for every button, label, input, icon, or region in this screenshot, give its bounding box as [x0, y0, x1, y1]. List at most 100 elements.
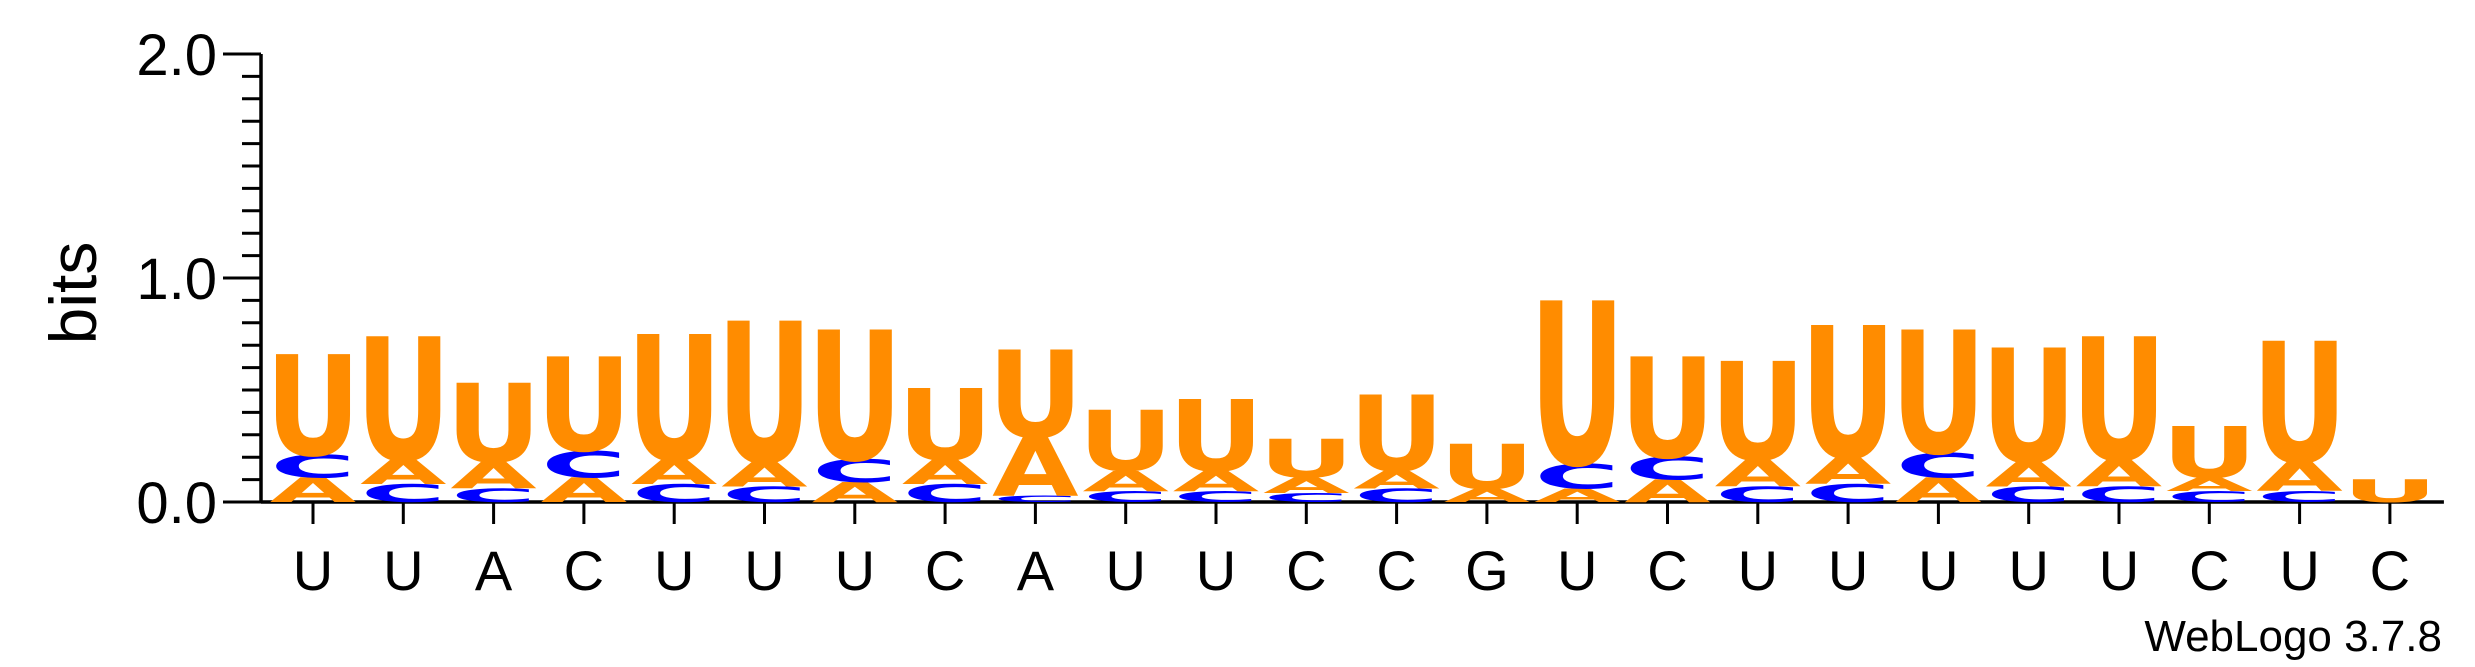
- logo-letter-c: C: [1173, 488, 1258, 506]
- logo-letter-a: A: [721, 455, 808, 494]
- logo-letter-c: C: [1896, 447, 1981, 486]
- logo-letter-u: U: [717, 282, 813, 508]
- logo-letter-c: C: [2076, 482, 2161, 507]
- logo-letter-a: A: [1173, 465, 1259, 497]
- logo-letter-a: A: [1805, 450, 1891, 493]
- logo-letter-a: A: [1624, 474, 1710, 510]
- x-tick-label: U: [1828, 539, 1868, 602]
- x-tick-label: C: [2189, 539, 2229, 602]
- logo-letter-c: C: [722, 482, 807, 507]
- logo-letter-u: U: [626, 300, 722, 501]
- logo-letter-u: U: [355, 304, 451, 500]
- logo-letter-u: U: [2252, 307, 2348, 501]
- logo-letter-a: A: [450, 454, 536, 497]
- x-tick-label: U: [1918, 539, 1958, 602]
- weblogo-credit: WebLogo 3.7.8: [2144, 612, 2442, 661]
- logo-letter-u: U: [1439, 432, 1535, 503]
- x-tick-label: U: [1557, 539, 1597, 602]
- logo-letter-a: A: [992, 421, 1078, 514]
- logo-letter-u: U: [1800, 290, 1896, 501]
- logo-letter-a: A: [2076, 452, 2162, 495]
- logo-letter-a: A: [1985, 455, 2072, 494]
- logo-letter-u: U: [1168, 379, 1264, 494]
- x-tick-label: U: [1196, 539, 1236, 602]
- logo-letter-c: C: [1715, 482, 1800, 507]
- x-tick-label: U: [2008, 539, 2048, 602]
- logo-letter-c: C: [541, 444, 626, 487]
- logo-letter-u: U: [536, 331, 632, 481]
- x-tick-label: C: [564, 539, 604, 602]
- logo-letter-c: C: [993, 494, 1078, 505]
- logo-letter-a: A: [1534, 485, 1621, 506]
- logo-letter-u: U: [1078, 394, 1174, 491]
- logo-letter-c: C: [270, 449, 355, 485]
- logo-letter-a: A: [1715, 452, 1801, 495]
- logo-letter-u: U: [1258, 429, 1354, 490]
- logo-letter-c: C: [2257, 488, 2342, 506]
- logo-letter-u: U: [2071, 304, 2167, 500]
- x-tick-label: U: [835, 539, 875, 602]
- logo-letter-c: C: [1805, 479, 1890, 508]
- logo-letter-u: U: [1981, 316, 2077, 499]
- logo-letter-a: A: [1082, 465, 1168, 497]
- logo-letter-u: U: [265, 328, 361, 488]
- logo-letter-u: U: [1620, 330, 1716, 490]
- logo-letter-a: A: [631, 453, 718, 492]
- logo-letter-a: A: [1444, 485, 1531, 506]
- logo-letter-c: C: [1264, 491, 1349, 505]
- x-tick-label: U: [1738, 539, 1778, 602]
- logo-letter-c: C: [812, 454, 897, 490]
- logo-letter-c: C: [361, 479, 446, 508]
- x-tick-label: U: [1105, 539, 1145, 602]
- logo-letter-u: U: [2161, 412, 2257, 494]
- logo-letter-u: U: [1349, 375, 1445, 496]
- x-tick-label: C: [1376, 539, 1416, 602]
- logo-letter-a: A: [360, 453, 447, 492]
- logo-letter-a: A: [1895, 471, 1982, 510]
- logo-letter-c: C: [632, 479, 717, 508]
- logo-letter-c: C: [1986, 482, 2071, 507]
- logo-letter-a: A: [902, 453, 989, 492]
- x-tick-label: C: [1647, 539, 1687, 602]
- x-tick-label: U: [383, 539, 423, 602]
- logo-letter-a: A: [1353, 466, 1440, 495]
- x-tick-label: U: [293, 539, 333, 602]
- x-tick-label: U: [2279, 539, 2319, 602]
- y-axis: 0.0 1.0 2.0: [136, 23, 263, 536]
- y-tick-label: 1.0: [136, 247, 217, 312]
- logo-letter-a: A: [541, 471, 628, 510]
- y-tick-label: 2.0: [136, 23, 217, 88]
- logo-letter-u: U: [897, 368, 993, 483]
- x-tick-label: U: [654, 539, 694, 602]
- logo-letter-u: U: [1529, 257, 1625, 517]
- logo-letter-c: C: [451, 485, 536, 506]
- x-tick-label: A: [1017, 539, 1055, 602]
- y-tick-label: 0.0: [136, 471, 217, 536]
- x-tick-label: U: [2099, 539, 2139, 602]
- logo-letter-a: A: [270, 471, 357, 510]
- logo-letter-c: C: [1625, 451, 1710, 487]
- logo-letter-u: U: [446, 362, 542, 488]
- logo-letter-c: C: [2167, 488, 2252, 506]
- x-tick-label: C: [925, 539, 965, 602]
- logo-letter-c: C: [1535, 458, 1620, 497]
- logo-letter-a: A: [812, 477, 898, 509]
- x-tick-label: U: [744, 539, 784, 602]
- logo-letter-u: U: [807, 294, 903, 502]
- logo-letter-u: U: [2342, 474, 2438, 510]
- logo-letter-a: A: [2256, 454, 2343, 501]
- logo-letter-u: U: [988, 327, 1084, 466]
- x-tick-label: C: [1286, 539, 1326, 602]
- logo-letter-u: U: [1710, 334, 1806, 492]
- logo-letter-c: C: [1083, 488, 1168, 506]
- x-tick-label: C: [2370, 539, 2410, 602]
- logo-letter-a: A: [1263, 473, 1349, 498]
- logo-letter-c: C: [1354, 485, 1439, 506]
- y-axis-label: bits: [36, 242, 110, 345]
- logo-letter-a: A: [2166, 474, 2253, 495]
- x-tick-label: G: [1465, 539, 1509, 602]
- logo-letter-c: C: [902, 479, 987, 508]
